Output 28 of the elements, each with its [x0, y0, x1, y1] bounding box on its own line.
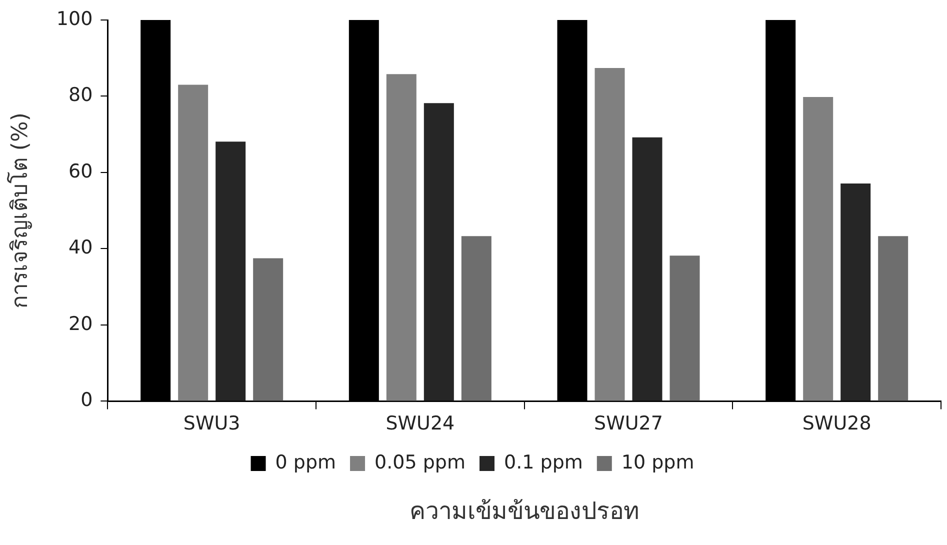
bar: [840, 184, 871, 401]
x-tick-label: SWU24: [386, 412, 455, 435]
y-tick-label: 80: [68, 84, 93, 106]
legend-label: 0.1 ppm: [504, 451, 583, 474]
bar: [178, 84, 208, 401]
x-tick-label: SWU27: [594, 412, 663, 435]
x-tick-label: SWU3: [183, 412, 240, 435]
x-axis-title: ความเข้มข้นของปรอท: [409, 497, 640, 526]
bar: [253, 258, 284, 401]
y-axis-title: การเจริญเติบโต (%): [6, 112, 33, 309]
bar: [216, 142, 246, 401]
legend-label: 0 ppm: [275, 451, 336, 474]
bar: [461, 236, 492, 401]
bar: [670, 256, 700, 401]
x-tick-label: SWU28: [802, 412, 872, 435]
legend-label: 0.05 ppm: [374, 451, 466, 474]
bar: [594, 68, 625, 401]
bar: [386, 74, 416, 401]
y-tick-label: 40: [68, 236, 93, 259]
y-tick-label: 20: [68, 312, 93, 335]
y-tick-label: 60: [68, 160, 93, 182]
y-tick-label: 0: [80, 389, 93, 412]
bar: [632, 137, 662, 401]
bar: [424, 103, 454, 401]
legend-label: 10 ppm: [621, 451, 694, 474]
bar: [878, 236, 908, 401]
y-tick-label: 100: [56, 8, 93, 30]
bar: [803, 97, 834, 401]
